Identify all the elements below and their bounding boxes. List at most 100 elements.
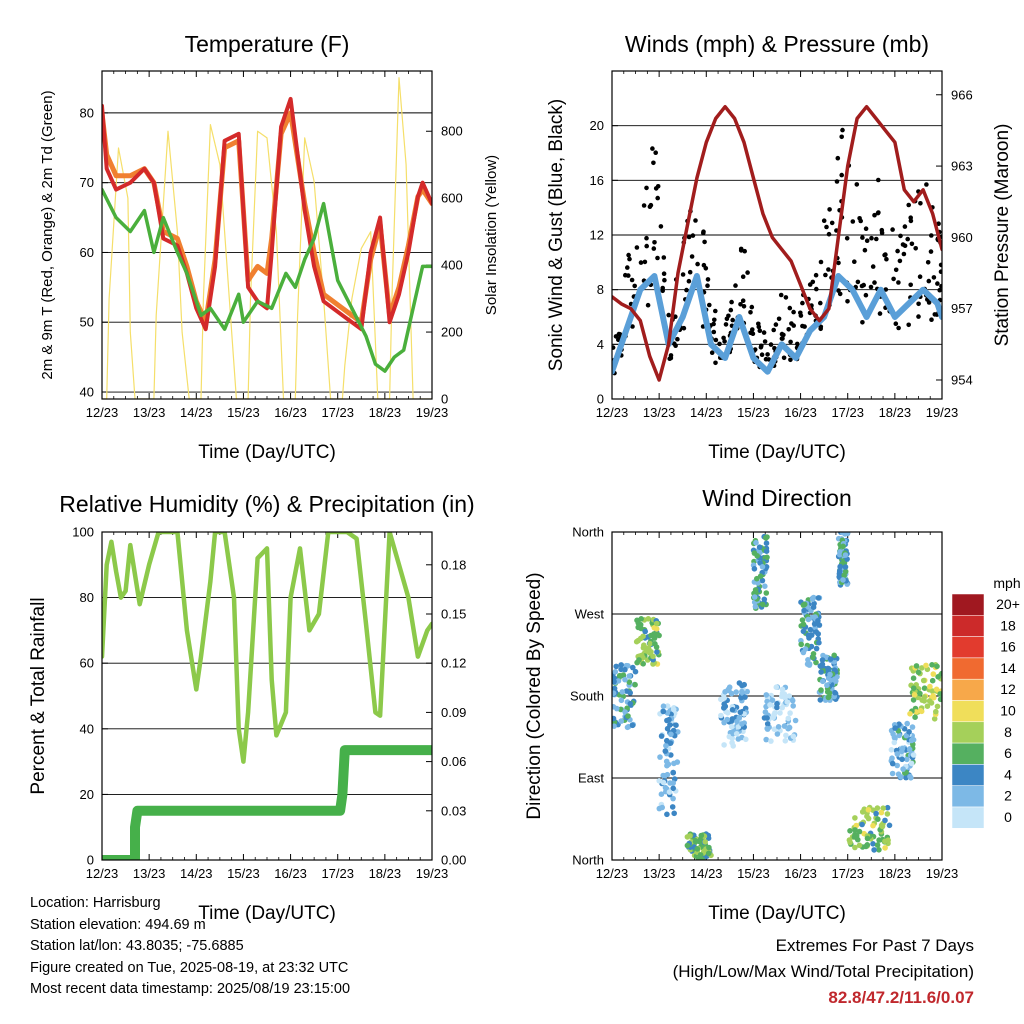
direction-point xyxy=(884,804,891,811)
direction-point xyxy=(742,694,748,700)
legend-label: 18 xyxy=(1000,617,1016,633)
direction-point xyxy=(612,723,617,729)
gust-point xyxy=(826,267,831,272)
direction-point xyxy=(900,766,906,772)
gust-point xyxy=(630,324,635,329)
x-tick-label: 15/23 xyxy=(227,405,260,420)
direction-point xyxy=(842,564,849,570)
y-tick-label: 50 xyxy=(80,315,94,330)
gust-point xyxy=(729,299,734,305)
gust-point xyxy=(689,254,695,259)
plot-area xyxy=(102,532,432,860)
direction-point xyxy=(933,686,940,693)
gust-point xyxy=(787,305,793,311)
legend-swatch xyxy=(951,721,985,744)
direction-point xyxy=(889,770,896,777)
direction-point xyxy=(856,828,863,835)
y-tick-label: 80 xyxy=(80,590,94,605)
chart-title: Temperature (F) xyxy=(185,31,350,57)
direction-point xyxy=(767,702,773,708)
direction-point xyxy=(618,697,625,704)
direction-point xyxy=(810,654,816,661)
y-right-tick-label: 0.15 xyxy=(441,607,466,622)
gust-point xyxy=(908,282,913,288)
direction-point xyxy=(620,672,627,678)
direction-point xyxy=(650,661,656,667)
direction-point xyxy=(800,602,807,608)
direction-point xyxy=(658,733,665,739)
extremes-subtitle: (High/Low/Max Wind/Total Precipitation) xyxy=(672,962,974,981)
direction-point xyxy=(875,816,881,822)
gust-point xyxy=(902,224,908,229)
direction-point xyxy=(871,847,877,853)
precip-line xyxy=(102,745,432,860)
direction-point xyxy=(800,649,807,656)
direction-point xyxy=(825,694,832,701)
gust-point xyxy=(844,236,850,241)
gust-point xyxy=(766,357,772,362)
direction-point xyxy=(730,743,736,749)
direction-point xyxy=(870,822,876,829)
x-tick-label: 18/23 xyxy=(369,866,402,881)
gust-point xyxy=(660,285,665,291)
gust-point xyxy=(938,262,942,268)
y-axis-label: Direction (Colored By Speed) xyxy=(524,572,545,819)
direction-point xyxy=(625,663,631,669)
y-tick-label: 8 xyxy=(597,282,604,297)
y-right-tick-label: 957 xyxy=(951,301,973,316)
direction-point xyxy=(839,532,846,536)
station-info: Location: Harrisburg Station elevation: … xyxy=(30,893,350,1001)
gust-point xyxy=(890,227,895,232)
rh-line xyxy=(102,532,432,764)
gust-point xyxy=(854,182,860,187)
direction-point xyxy=(664,811,670,818)
direction-point xyxy=(911,692,918,698)
direction-point xyxy=(907,773,913,780)
direction-point xyxy=(726,733,733,740)
direction-point xyxy=(763,736,769,743)
direction-point xyxy=(876,847,882,853)
direction-point xyxy=(851,834,858,840)
direction-point xyxy=(728,723,735,730)
gust-point xyxy=(684,287,689,293)
gust-point xyxy=(655,195,660,201)
legend-label: 0 xyxy=(1004,809,1012,825)
direction-point xyxy=(882,817,888,824)
gust-point xyxy=(868,284,874,290)
gust-point xyxy=(861,282,866,288)
gust-point xyxy=(818,324,824,330)
y-tick-label: 20 xyxy=(590,118,604,133)
gust-point xyxy=(896,325,901,331)
dewpoint-line xyxy=(102,187,432,373)
direction-point xyxy=(807,626,814,633)
direction-point xyxy=(622,666,628,673)
direction-point xyxy=(613,663,619,670)
gust-point xyxy=(839,134,844,140)
plot-frame xyxy=(101,531,433,861)
y-tick-label: West xyxy=(575,607,605,622)
y-right-tick-label: 0.09 xyxy=(441,705,466,720)
y-right-tick-label: 954 xyxy=(951,372,973,387)
gust-point xyxy=(750,331,756,337)
direction-point xyxy=(815,595,822,601)
direction-point xyxy=(753,539,759,546)
direction-point xyxy=(882,838,888,845)
plot-frame xyxy=(611,531,943,861)
x-tick-label: 16/23 xyxy=(274,866,307,881)
direction-point xyxy=(667,780,673,786)
direction-point xyxy=(910,685,917,691)
direction-point xyxy=(737,709,744,716)
direction-point xyxy=(627,690,633,696)
direction-point xyxy=(832,676,838,682)
gust-point xyxy=(612,345,616,350)
wind-speed-legend: mph 20+ 18 16 14 12 10 8 6 4 2 0 xyxy=(951,575,1021,829)
y-tick-label: 20 xyxy=(80,787,94,802)
direction-point xyxy=(908,737,915,744)
direction-point xyxy=(787,710,793,716)
direction-point xyxy=(931,716,938,722)
direction-point xyxy=(625,713,631,719)
direction-point xyxy=(886,822,893,829)
x-tick-label: 16/23 xyxy=(784,866,817,881)
x-tick-label: 13/23 xyxy=(133,405,166,420)
x-tick-label: 14/23 xyxy=(690,866,723,881)
